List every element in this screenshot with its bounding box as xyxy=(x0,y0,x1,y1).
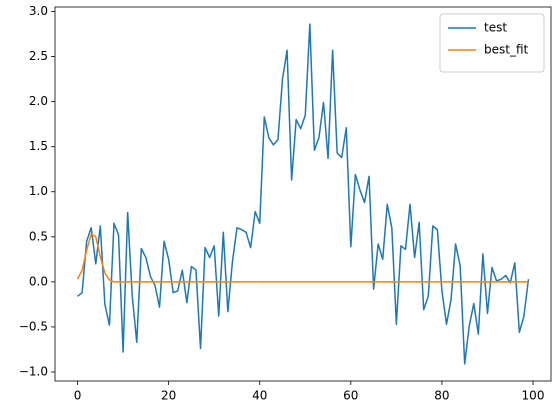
y-tick-label: −0.5 xyxy=(19,319,48,333)
y-tick-label: 1.0 xyxy=(29,184,48,198)
x-tick-label: 40 xyxy=(252,389,267,403)
series-line xyxy=(76,233,529,283)
x-tick-label: 20 xyxy=(161,389,176,403)
y-tick-label: 2.0 xyxy=(29,94,48,108)
y-tick-label: 0.0 xyxy=(29,274,48,288)
x-tick-label: 0 xyxy=(74,389,82,403)
legend-label: test xyxy=(484,21,507,35)
x-tick-label: 80 xyxy=(434,389,449,403)
y-tick-label: 0.5 xyxy=(29,229,48,243)
legend-label: best_fit xyxy=(484,43,529,57)
y-tick-label: 2.5 xyxy=(29,49,48,63)
x-tick-label: 60 xyxy=(343,389,358,403)
x-tick-label: 100 xyxy=(522,389,545,403)
axes-frame xyxy=(54,6,552,382)
y-tick-label: 1.5 xyxy=(29,139,48,153)
series-line xyxy=(77,23,530,365)
y-tick-label: 3.0 xyxy=(29,4,48,18)
y-tick-label: −1.0 xyxy=(19,364,48,378)
